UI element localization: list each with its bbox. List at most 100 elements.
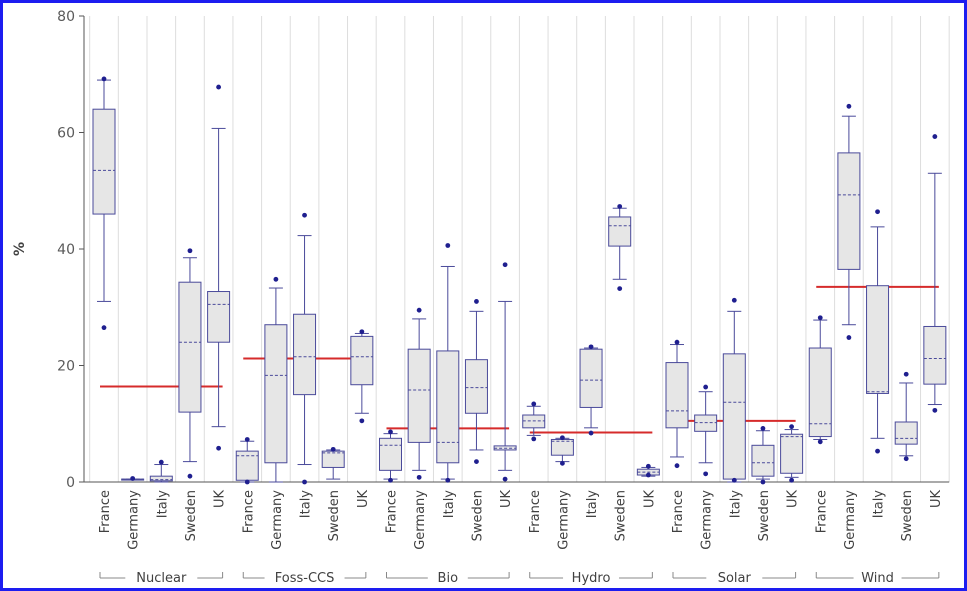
outlier-point [359, 418, 365, 424]
box-iqr [522, 414, 546, 429]
category-labels: France Germany Italy Sweden UK France Germany I… [98, 490, 944, 550]
category-label: France [814, 490, 829, 533]
box-solar-sweden [751, 426, 775, 485]
outlier-point [817, 439, 823, 445]
outlier-point [932, 134, 938, 139]
outlier-point [903, 456, 909, 462]
outlier-point [187, 248, 193, 254]
category-label: UK [786, 490, 801, 509]
y-tick-label: 0 [66, 475, 75, 491]
outlier-point [101, 325, 107, 331]
outlier-point [445, 477, 451, 483]
box-nuclear-sweden [178, 248, 202, 479]
outlier-point [760, 426, 766, 431]
box-wind-sweden [894, 371, 918, 462]
outlier-point [216, 445, 222, 451]
outlier-point [846, 335, 852, 340]
box-wind-uk [923, 134, 947, 413]
outlier-point [645, 472, 651, 478]
outlier-point [731, 477, 737, 483]
box-iqr [264, 324, 288, 464]
box-hydro-germany [550, 435, 574, 466]
category-label: Italy [155, 490, 170, 519]
outlier-point [789, 477, 794, 483]
outlier-point [731, 297, 737, 303]
outlier-point [445, 243, 451, 248]
outlier-point [617, 204, 623, 209]
category-label: France [528, 490, 543, 533]
box-nuclear-france [92, 76, 116, 331]
box-nuclear-germany [121, 476, 145, 481]
outlier-point [903, 371, 909, 377]
outlier-point [760, 479, 766, 485]
outlier-point [817, 315, 823, 321]
box-solar-italy [722, 297, 746, 483]
outlier-point [302, 479, 307, 485]
category-label: Germany [843, 490, 858, 550]
group-bracket-fossccs: Foss-CCS [242, 571, 367, 586]
box-iqr [464, 359, 488, 414]
boxes [92, 76, 947, 485]
group-bracket-bio: Bio [386, 571, 510, 586]
outlier-point [560, 460, 565, 466]
box-iqr [92, 108, 116, 215]
box-solar-uk [780, 424, 804, 483]
outlier-point [875, 448, 880, 454]
box-fossccs-germany [264, 276, 288, 483]
category-label: Sweden [614, 490, 629, 541]
box-iqr [550, 438, 574, 456]
category-label: Italy [299, 490, 314, 519]
y-tick-label: 40 [57, 242, 75, 258]
outlier-point [588, 430, 594, 436]
outlier-point [502, 476, 508, 482]
box-iqr [608, 216, 632, 247]
box-iqr [866, 285, 890, 394]
category-label: Germany [127, 490, 142, 550]
box-bio-italy [436, 243, 460, 483]
category-label: Sweden [470, 490, 485, 541]
box-iqr [207, 291, 231, 343]
group-label: Wind [861, 571, 894, 586]
outlier-point [645, 463, 651, 469]
box-solar-germany [694, 384, 718, 477]
outlier-point [101, 76, 107, 82]
box-iqr [321, 450, 345, 468]
box-nuclear-italy [149, 459, 173, 483]
category-label: Germany [270, 490, 285, 550]
outlier-point [588, 344, 594, 350]
box-iqr [923, 325, 947, 385]
box-bio-france [379, 429, 402, 483]
outlier-point [674, 463, 680, 469]
group-bracket-solar: Solar [672, 571, 797, 586]
box-fossccs-uk [350, 329, 374, 424]
box-bio-uk [493, 262, 517, 482]
box-iqr [751, 444, 775, 477]
box-iqr [579, 348, 603, 408]
outlier-point [932, 407, 938, 413]
outlier-point [388, 477, 393, 483]
axes: 0 20 40 60 80% [12, 9, 950, 491]
outlier-point [302, 212, 307, 218]
category-label: Germany [556, 490, 571, 550]
box-iqr [379, 437, 402, 471]
outlier-point [531, 436, 537, 442]
outlier-point [130, 476, 136, 481]
category-label: Italy [442, 490, 457, 519]
category-label: Sweden [327, 490, 342, 541]
outlier-point [703, 384, 709, 390]
category-label: Germany [413, 490, 428, 550]
outlier-point [216, 84, 222, 90]
box-wind-france [808, 315, 832, 445]
outlier-point [474, 299, 479, 304]
category-label: France [98, 490, 113, 533]
outlier-point [244, 437, 250, 442]
outlier-point [674, 339, 680, 345]
box-iqr [837, 152, 861, 270]
box-iqr [808, 347, 832, 438]
group-label: Solar [718, 571, 752, 586]
outlier-point [789, 424, 794, 430]
group-bracket-hydro: Hydro [529, 571, 653, 586]
box-hydro-uk [636, 463, 660, 478]
box-iqr [722, 353, 746, 480]
